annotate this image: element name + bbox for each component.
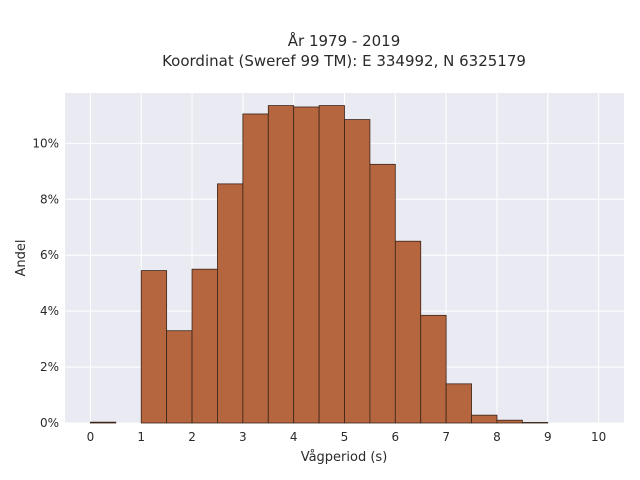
x-tick-label: 6 [391, 430, 399, 444]
histogram-bar [445, 383, 472, 424]
chart-title-line-2: Koordinat (Sweref 99 TM): E 334992, N 63… [162, 52, 526, 70]
histogram-bar [344, 119, 371, 424]
histogram-bar [369, 163, 396, 424]
x-axis-label: Vågperiod (s) [301, 450, 388, 465]
x-tick-label: 10 [591, 430, 606, 444]
y-tick-label: 10% [32, 136, 59, 150]
histogram-bar [521, 422, 549, 424]
y-tick-label: 2% [40, 360, 59, 374]
x-tick-label: 8 [493, 430, 501, 444]
y-tick-label: 8% [40, 192, 59, 206]
y-tick-label: 6% [40, 248, 59, 262]
histogram-bar [217, 183, 244, 424]
histogram-bar [166, 330, 193, 424]
histogram-bar [191, 268, 218, 424]
histogram-bar [90, 421, 117, 424]
y-axis-label: Andel [14, 240, 29, 277]
y-tick-labels: 0% 2% 4% 6% 8% 10% [32, 136, 59, 430]
x-tick-label: 1 [137, 430, 145, 444]
chart-title-line-1: År 1979 - 2019 [288, 31, 401, 50]
histogram-bar [496, 419, 523, 424]
x-tick-label: 2 [188, 430, 196, 444]
histogram-bar [471, 414, 498, 424]
histogram-bar [293, 106, 320, 424]
y-tick-label: 4% [40, 304, 59, 318]
histogram-bar [242, 113, 269, 424]
histogram-bar [140, 270, 168, 424]
x-tick-label: 5 [341, 430, 349, 444]
bars-group [90, 105, 549, 424]
histogram-bar [267, 105, 295, 424]
x-tick-label: 3 [239, 430, 247, 444]
histogram-bar [420, 314, 447, 424]
x-tick-label: 0 [87, 430, 95, 444]
x-tick-label: 7 [442, 430, 450, 444]
y-tick-label: 0% [40, 416, 59, 430]
histogram-bar [394, 240, 422, 424]
x-tick-label: 9 [544, 430, 552, 444]
x-tick-labels: 0 1 2 3 4 5 6 7 8 9 10 [87, 430, 607, 444]
x-tick-label: 4 [290, 430, 298, 444]
histogram-bar [318, 105, 345, 424]
